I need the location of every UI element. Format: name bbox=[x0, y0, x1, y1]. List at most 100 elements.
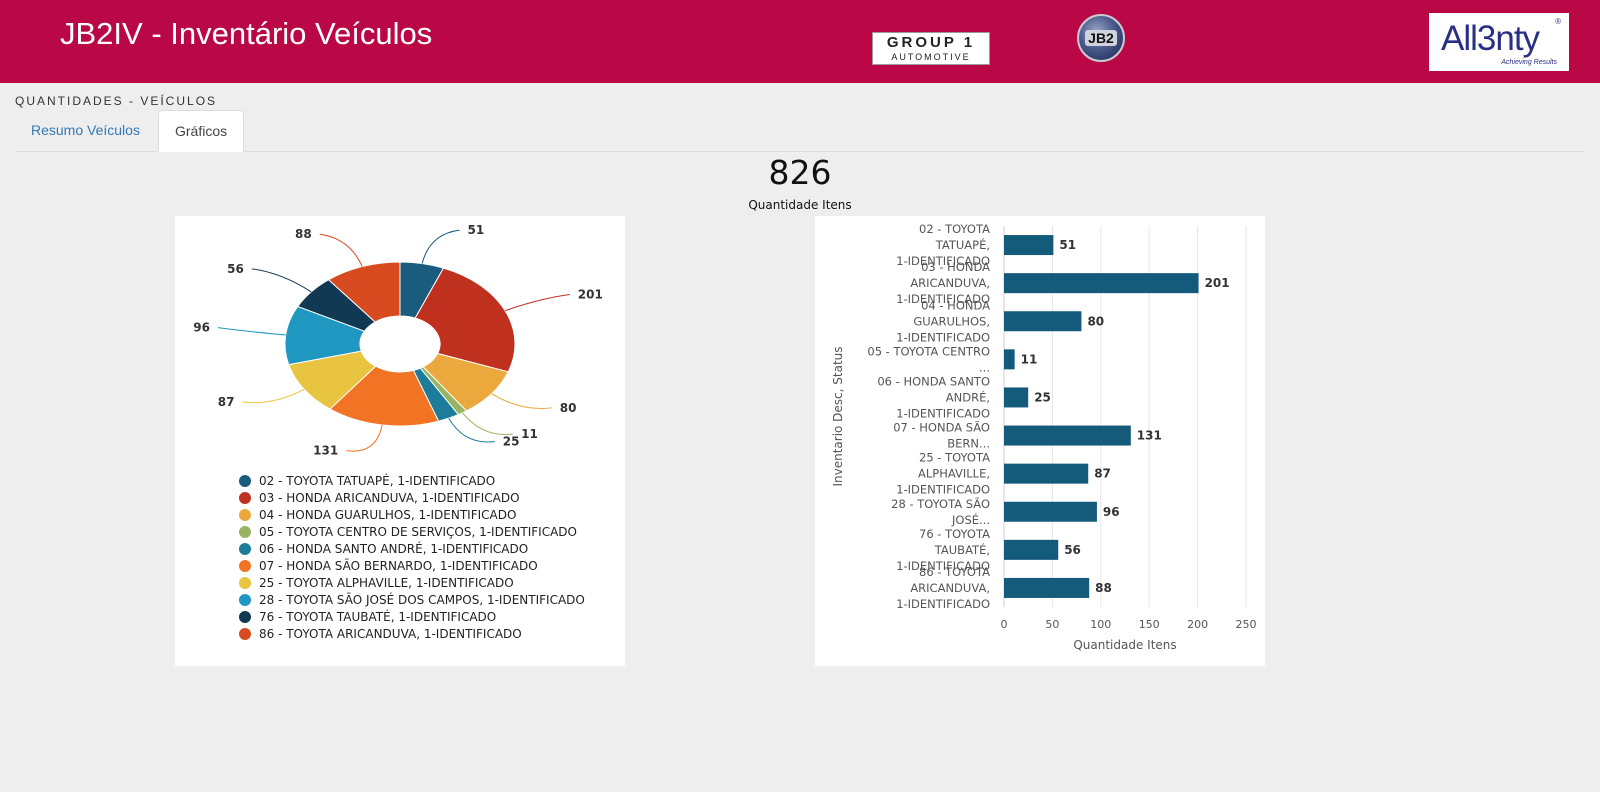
bar[interactable] bbox=[1004, 501, 1097, 522]
bar-value-label: 131 bbox=[1137, 429, 1162, 443]
bar[interactable] bbox=[1004, 387, 1029, 408]
tab-bar: Resumo Veículos Gráficos bbox=[15, 110, 1585, 152]
allenty-logo-text: All3nty bbox=[1441, 19, 1540, 58]
legend-label[interactable]: 02 - TOYOTA TATUAPÉ, 1-IDENTIFICADO bbox=[259, 473, 495, 488]
bar-category-label: 07 - HONDA SÃO BERN... bbox=[893, 420, 990, 451]
legend-swatch bbox=[239, 543, 251, 555]
bar-value-label: 88 bbox=[1095, 581, 1112, 595]
bar-category-label: 76 - TOYOTA TAUBATÉ, 1-IDENTIFICADO bbox=[896, 527, 990, 573]
bar-value-label: 56 bbox=[1064, 543, 1081, 557]
bar-x-tick-label: 50 bbox=[1045, 618, 1059, 631]
bar-x-tick-label: 0 bbox=[1001, 618, 1008, 631]
bar-category-label: 06 - HONDA SANTO ANDRÉ, 1-IDENTIFICADO bbox=[877, 374, 990, 420]
group1-automotive-logo: GROUP 1 AUTOMOTIVE bbox=[872, 32, 990, 65]
bar-category-label: 02 - TOYOTA TATUAPÉ, 1-IDENTIFICADO bbox=[896, 222, 990, 268]
donut-slice[interactable] bbox=[327, 261, 401, 323]
legend-swatch bbox=[239, 577, 251, 589]
bar-category-label: 28 - TOYOTA SÃO JOSÉ... bbox=[891, 496, 990, 527]
bar[interactable] bbox=[1004, 273, 1199, 294]
donut-value-label: 131 bbox=[313, 444, 338, 458]
bar-category-label: 03 - HONDA ARICANDUVA, 1-IDENTIFICADO bbox=[896, 260, 990, 306]
donut-leader-line bbox=[251, 268, 312, 293]
donut-value-label: 51 bbox=[467, 223, 484, 237]
bar-x-tick-label: 150 bbox=[1139, 618, 1160, 631]
kpi-total-value: 826 bbox=[768, 153, 832, 192]
donut-value-label: 87 bbox=[218, 395, 235, 409]
bar-value-label: 11 bbox=[1021, 352, 1038, 366]
donut-chart-panel: 51 201 80 11 25 131 87 96 56 88 02 - TOYOTA TATUAP… bbox=[175, 216, 625, 666]
legend-swatch bbox=[239, 594, 251, 606]
tab-resumo-veiculos[interactable]: Resumo Veículos bbox=[31, 122, 140, 138]
bar-value-label: 96 bbox=[1103, 505, 1120, 519]
legend-swatch bbox=[239, 560, 251, 572]
bar-value-label: 87 bbox=[1094, 467, 1111, 481]
legend-swatch bbox=[239, 492, 251, 504]
bar-category-label: 05 - TOYOTA CENTRO... bbox=[867, 344, 990, 374]
bar-y-axis-title: Inventario Desc, Status bbox=[831, 346, 845, 486]
group1-logo-subtext: AUTOMOTIVE bbox=[891, 52, 971, 62]
legend-swatch bbox=[239, 611, 251, 623]
bar-x-tick-label: 100 bbox=[1090, 618, 1111, 631]
allenty-logo-tagline: Achieving Results bbox=[1501, 59, 1557, 66]
donut-leader-line bbox=[462, 412, 514, 436]
donut-value-label: 96 bbox=[193, 321, 210, 335]
donut-leader-line bbox=[421, 229, 460, 264]
donut-leader-line bbox=[448, 418, 495, 443]
legend-swatch bbox=[239, 475, 251, 487]
bar[interactable] bbox=[1004, 425, 1131, 446]
bar[interactable] bbox=[1004, 235, 1054, 256]
legend-label[interactable]: 86 - TOYOTA ARICANDUVA, 1-IDENTIFICADO bbox=[259, 627, 522, 641]
bar-x-tick-label: 250 bbox=[1236, 618, 1257, 631]
group1-logo-text: GROUP 1 bbox=[886, 34, 976, 51]
donut-slice[interactable] bbox=[414, 267, 516, 373]
donut-leader-line bbox=[491, 393, 552, 409]
legend-label[interactable]: 03 - HONDA ARICANDUVA, 1-IDENTIFICADO bbox=[259, 491, 520, 505]
legend-label[interactable]: 06 - HONDA SANTO ANDRÉ, 1-IDENTIFICADO bbox=[259, 541, 528, 556]
legend-label[interactable]: 05 - TOYOTA CENTRO DE SERVIÇOS, 1-IDENTI… bbox=[259, 525, 577, 539]
legend-swatch bbox=[239, 526, 251, 538]
donut-value-label: 11 bbox=[521, 427, 538, 441]
bar-x-axis-title: Quantidade Itens bbox=[1073, 638, 1176, 652]
header-bar: JB2IV - Inventário Veículos GROUP 1 AUTO… bbox=[0, 0, 1600, 83]
legend-swatch bbox=[239, 628, 251, 640]
bar-chart: 0 50 100 150 200 250 51 02 - TOYOTA TATUAPÉ, 1-ID… bbox=[831, 222, 1257, 652]
donut-value-label: 88 bbox=[295, 227, 312, 241]
app-title: JB2IV - Inventário Veículos bbox=[60, 16, 433, 51]
bar-value-label: 80 bbox=[1087, 314, 1104, 328]
legend-label[interactable]: 07 - HONDA SÃO BERNARDO, 1-IDENTIFICADO bbox=[259, 558, 538, 573]
legend-label[interactable]: 04 - HONDA GUARULHOS, 1-IDENTIFICADO bbox=[259, 508, 516, 522]
allenty-logo: All3nty ® Achieving Results bbox=[1429, 13, 1569, 71]
bar-value-label: 51 bbox=[1059, 238, 1076, 252]
bar-chart-panel: 0 50 100 150 200 250 51 02 - TOYOTA TATUAPÉ, 1-ID… bbox=[815, 216, 1265, 666]
bar-category-label: 25 - TOYOTA ALPHAVILLE, 1-IDENTIFICADO bbox=[896, 451, 990, 497]
donut-leader-line bbox=[217, 327, 286, 336]
donut-value-label: 201 bbox=[578, 287, 603, 301]
donut-leader-line bbox=[319, 233, 363, 267]
legend-swatch bbox=[239, 509, 251, 521]
legend-label[interactable]: 28 - TOYOTA SÃO JOSÉ DOS CAMPOS, 1-IDENT… bbox=[259, 592, 585, 607]
bar[interactable] bbox=[1004, 539, 1059, 560]
donut-leader-line bbox=[504, 294, 570, 312]
bar[interactable] bbox=[1004, 577, 1090, 598]
legend-label[interactable]: 25 - TOYOTA ALPHAVILLE, 1-IDENTIFICADO bbox=[259, 576, 514, 590]
donut-value-label: 80 bbox=[560, 401, 577, 415]
bar[interactable] bbox=[1004, 349, 1015, 370]
bar-value-label: 25 bbox=[1034, 390, 1051, 404]
legend-label[interactable]: 76 - TOYOTA TAUBATÉ, 1-IDENTIFICADO bbox=[259, 609, 496, 624]
bar[interactable] bbox=[1004, 463, 1089, 484]
bar-x-tick-label: 200 bbox=[1187, 618, 1208, 631]
tab-graficos[interactable]: Gráficos bbox=[158, 110, 245, 152]
donut-leader-line bbox=[346, 424, 383, 452]
bar-value-label: 201 bbox=[1205, 276, 1230, 290]
kpi-total-label: Quantidade Itens bbox=[748, 198, 852, 212]
section-title: QUANTIDADES - VEÍCULOS bbox=[15, 94, 218, 108]
bar-category-label: 04 - HONDA GUARULHOS, 1-IDENTIFICADO bbox=[896, 298, 990, 344]
donut-value-label: 25 bbox=[503, 434, 520, 448]
donut-leader-line bbox=[242, 388, 305, 404]
donut-slice[interactable] bbox=[329, 365, 440, 427]
bar-category-label: 86 - TOYOTA ARICANDUVA, 1-IDENTIFICADO bbox=[896, 565, 990, 611]
jb2-logo: JB2 bbox=[1077, 14, 1125, 62]
bar[interactable] bbox=[1004, 311, 1082, 332]
donut-value-label: 56 bbox=[227, 262, 244, 276]
